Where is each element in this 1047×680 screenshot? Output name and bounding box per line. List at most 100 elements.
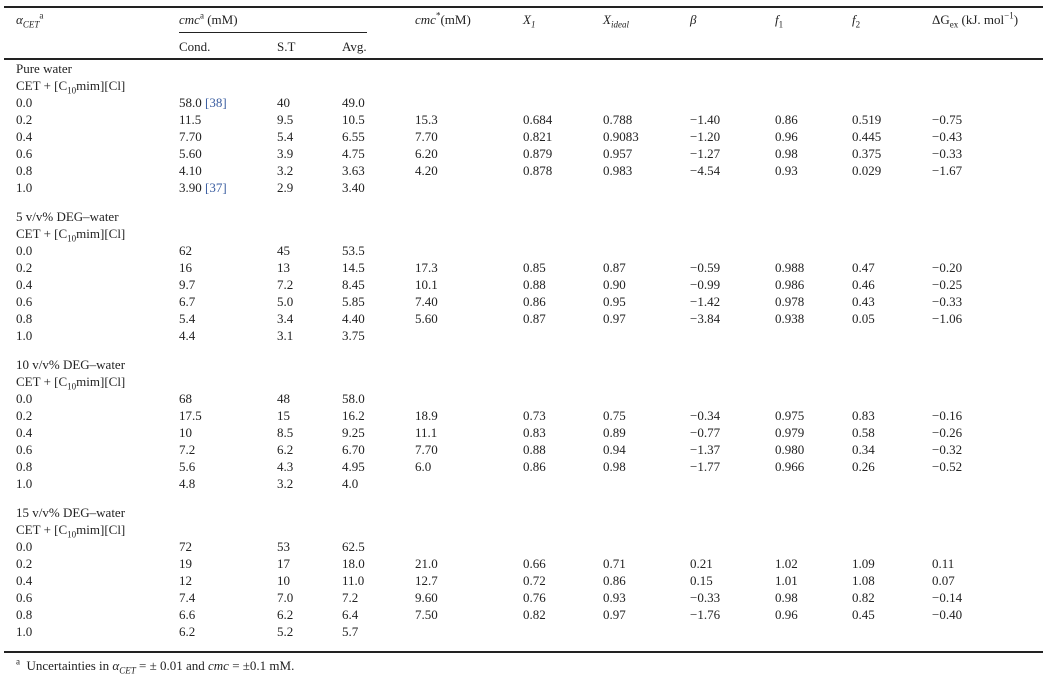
table-row: 1.0 4.8 3.2 4.0 <box>16 475 1047 492</box>
cell-f1 <box>775 390 852 407</box>
cell-f2 <box>852 327 932 344</box>
cell-cmc-star: 18.9 <box>415 408 438 423</box>
cell-cmc-star: 21.0 <box>415 556 438 571</box>
cell-avg: 10.5 <box>342 112 365 127</box>
cell-cmc-star: 7.50 <box>415 607 438 622</box>
cell-x1: 0.821 <box>523 129 553 144</box>
cell-x1 <box>523 179 603 196</box>
cell-beta: −1.37 <box>690 442 721 457</box>
cell-beta: −0.59 <box>690 260 721 275</box>
table-row: 0.0 58.0 [38] 40 49.0 <box>16 94 1047 111</box>
cell-st: 15 <box>277 408 290 423</box>
cell-alpha: 0.6 <box>16 146 33 161</box>
cell-x1 <box>523 623 603 640</box>
cell-f2 <box>852 242 932 259</box>
citation-link[interactable]: [38] <box>205 95 227 110</box>
cell-dg <box>932 390 1047 407</box>
cell-f1 <box>775 623 852 640</box>
cell-cmc-star: 4.20 <box>415 163 438 178</box>
cell-cond: 3.90 [37] <box>179 179 277 196</box>
cell-beta: −0.33 <box>690 590 721 605</box>
cell-cond: 16 <box>179 259 277 276</box>
top-rule <box>4 6 1043 8</box>
cell-alpha: 1.0 <box>16 624 33 639</box>
cell-f1: 0.93 <box>775 163 798 178</box>
cell-alpha: 1.0 <box>16 180 33 195</box>
cell-avg: 3.75 <box>342 328 365 343</box>
cell-xideal: 0.97 <box>603 607 626 622</box>
cell-dg <box>932 327 1047 344</box>
cell-cmc-star <box>415 390 523 407</box>
system-label: CET + [C10mim][Cl] <box>16 226 126 242</box>
header-cmc-star: cmc*(mM) <box>415 10 471 27</box>
cell-cond: 19 <box>179 555 277 572</box>
cell-cmc-star <box>415 179 523 196</box>
header-f2: f2 <box>852 12 861 30</box>
cell-cond: 6.6 <box>179 606 277 623</box>
cell-cond: 7.4 <box>179 589 277 606</box>
cond-value: 5.4 <box>179 311 196 326</box>
system-row: CET + [C10mim][Cl] <box>16 225 1047 242</box>
cell-f2: 1.08 <box>852 573 875 588</box>
cell-f1: 0.86 <box>775 112 798 127</box>
cell-f1 <box>775 179 852 196</box>
cell-x1: 0.87 <box>523 311 546 326</box>
cell-dg: −1.67 <box>932 163 963 178</box>
cell-cond: 4.4 <box>179 327 277 344</box>
cell-cond: 6.2 <box>179 623 277 640</box>
cell-x1: 0.88 <box>523 277 546 292</box>
cell-f2: 0.47 <box>852 260 875 275</box>
table-row: 1.0 3.90 [37] 2.9 3.40 <box>16 179 1047 196</box>
subheader-cond: Cond. <box>179 39 211 54</box>
cell-dg <box>932 538 1047 555</box>
cell-f2 <box>852 390 932 407</box>
cell-dg: −0.25 <box>932 277 963 292</box>
cond-value: 6.7 <box>179 294 196 309</box>
cell-alpha: 0.4 <box>16 277 33 292</box>
cell-xideal: 0.87 <box>603 260 626 275</box>
cell-alpha: 0.8 <box>16 311 33 326</box>
cell-st: 9.5 <box>277 112 294 127</box>
cell-cmc-star: 5.60 <box>415 311 438 326</box>
cell-beta <box>690 242 775 259</box>
cell-f2: 0.43 <box>852 294 875 309</box>
cond-value: 5.6 <box>179 459 196 474</box>
table-row: 0.2 19 17 18.0 21.0 0.66 0.71 0.21 1.02 1.09 0.11 <box>16 555 1047 572</box>
cond-value: 17.5 <box>179 408 202 423</box>
cell-xideal <box>603 327 690 344</box>
cell-x1: 0.73 <box>523 408 546 423</box>
cell-cmc-star <box>415 94 523 111</box>
cell-cmc-star: 6.20 <box>415 146 438 161</box>
group-label-row: 15 v/v% DEG–water <box>16 504 1047 521</box>
cell-alpha: 0.0 <box>16 539 33 554</box>
cell-beta: −0.99 <box>690 277 721 292</box>
system-row: CET + [C10mim][Cl] <box>16 77 1047 94</box>
cell-avg: 4.0 <box>342 476 359 491</box>
citation-link[interactable]: [37] <box>205 180 227 195</box>
cell-f2: 0.375 <box>852 146 882 161</box>
table-row: 0.4 9.7 7.2 8.45 10.1 0.88 0.90 −0.99 0.986 0.46 −… <box>16 276 1047 293</box>
cell-dg: −0.14 <box>932 590 963 605</box>
cell-beta: −4.54 <box>690 163 721 178</box>
subheader-avg: Avg. <box>342 39 367 54</box>
cell-f2: 0.05 <box>852 311 875 326</box>
cond-value: 58.0 <box>179 95 202 110</box>
group-label: 5 v/v% DEG–water <box>16 209 119 224</box>
cell-f1: 0.96 <box>775 129 798 144</box>
cell-dg: 0.07 <box>932 573 955 588</box>
footnote: a Uncertainties in αCET = ± 0.01 and cmc… <box>16 656 295 676</box>
cell-dg: −0.33 <box>932 294 963 309</box>
cond-value: 19 <box>179 556 192 571</box>
cell-avg: 58.0 <box>342 391 365 406</box>
cell-st: 6.2 <box>277 607 294 622</box>
cell-cond: 62 <box>179 242 277 259</box>
cell-beta: −1.40 <box>690 112 721 127</box>
cell-alpha: 0.8 <box>16 607 33 622</box>
cell-cmc-star <box>415 623 523 640</box>
cell-f1: 0.986 <box>775 277 805 292</box>
cell-xideal <box>603 475 690 492</box>
cond-value: 3.90 <box>179 180 202 195</box>
cell-beta: −1.20 <box>690 129 721 144</box>
cond-value: 10 <box>179 425 192 440</box>
cell-dg: −0.26 <box>932 425 963 440</box>
